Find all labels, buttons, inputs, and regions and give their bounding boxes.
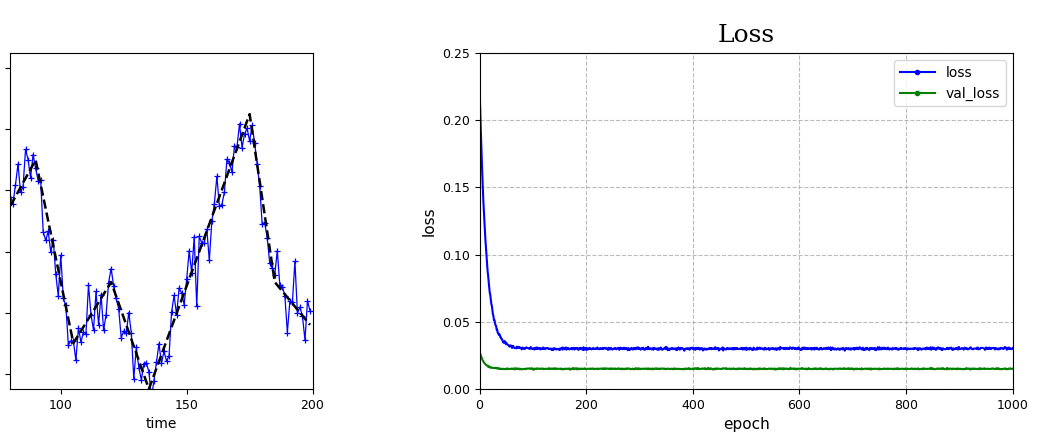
val_loss [583, 366, 595, 371]
Line: val_loss: val_loss [479, 351, 1013, 370]
loss [473, 83, 485, 88]
val_loss [945, 366, 957, 372]
Legend: loss, val_loss: loss, val_loss [895, 60, 1005, 106]
Line: loss: loss [479, 85, 1013, 351]
val_loss [506, 366, 519, 371]
loss [678, 348, 690, 353]
loss [889, 346, 902, 351]
val_loss [527, 367, 540, 372]
val_loss [889, 366, 902, 371]
val_loss [1006, 366, 1019, 371]
loss [1006, 345, 1019, 351]
X-axis label: epoch: epoch [722, 417, 769, 432]
Title: Loss: Loss [717, 24, 775, 47]
loss [582, 347, 594, 352]
loss [980, 347, 993, 352]
loss [506, 345, 519, 351]
loss [909, 346, 922, 351]
loss [945, 345, 957, 350]
X-axis label: time: time [146, 417, 177, 431]
val_loss [473, 349, 485, 354]
val_loss [980, 366, 993, 372]
val_loss [909, 366, 922, 372]
Y-axis label: loss: loss [422, 206, 436, 236]
